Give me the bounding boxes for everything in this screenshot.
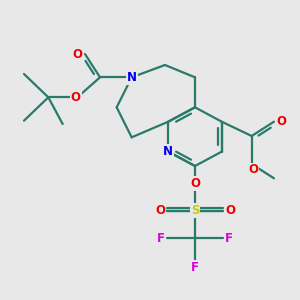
Text: F: F [225, 232, 233, 245]
Text: O: O [190, 177, 200, 190]
Text: N: N [127, 71, 137, 84]
Text: F: F [157, 232, 165, 245]
Text: O: O [248, 164, 258, 176]
Text: O: O [276, 115, 286, 128]
Text: O: O [225, 204, 235, 217]
Text: F: F [191, 261, 199, 274]
Text: S: S [191, 204, 199, 217]
Text: O: O [155, 204, 165, 217]
Text: N: N [163, 145, 173, 158]
Text: O: O [73, 47, 83, 61]
Text: O: O [71, 91, 81, 104]
